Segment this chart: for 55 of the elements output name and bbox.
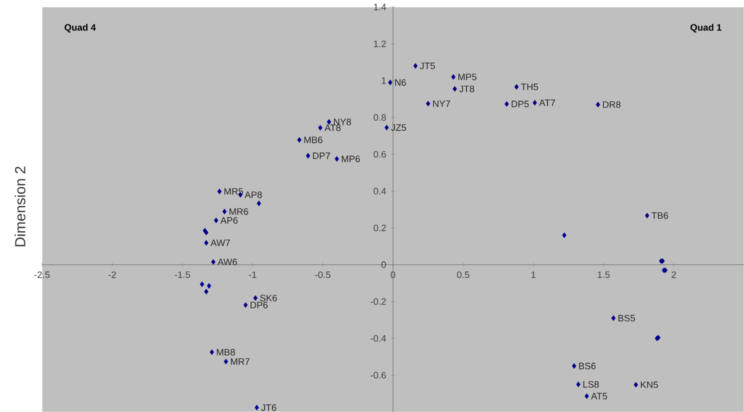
annotation: MP6 [342,156,360,162]
y-tick-label: 0.2 [374,224,386,232]
y-tick-label: -0.2 [370,298,386,305]
x-tick-label: 2 [672,271,676,278]
y-tick-label: -0.4 [370,335,386,342]
annotation: JZ5 [391,124,406,131]
annotation: BS6 [579,362,596,370]
x-tick-label: -1.5 [174,271,190,278]
x-tick-label: -1 [248,271,256,278]
annotation: NY8 [334,118,351,126]
y-tick-label: 1.2 [374,40,386,48]
annotation: BS5 [618,314,635,322]
x-tick-label: 0.5 [457,271,470,278]
x-tick-label: -2 [108,271,116,278]
annotation: AP6 [220,217,238,224]
annotation: MB6 [304,136,322,144]
x-tick-label: -0.5 [315,271,330,278]
x-tick-label: 0 [390,271,396,278]
annotation: KN5 [640,382,658,388]
annotation: JT6 [261,404,276,411]
annotation: SK6 [260,294,277,302]
y-tick-label: 0.4 [374,188,386,194]
annotation: JT8 [459,86,474,92]
annotation: DP5 [512,100,529,108]
annotation: TB6 [652,212,668,219]
y-tick-label: 0.8 [374,114,386,121]
annotation: AT5 [591,392,608,400]
y-tick-label: 1 [382,77,386,84]
y-tick-label: -0.6 [370,372,386,378]
annotation: AT8 [324,124,341,132]
annotation: MR7 [230,358,250,365]
annotation: DP7 [313,152,330,159]
annotation: DR8 [603,101,621,108]
annotation: MB8 [216,348,235,356]
y-tick-label: 0.6 [374,150,386,158]
annotation: LS8 [583,381,599,388]
x-tick-label: 1.5 [598,271,610,278]
annotation: MP5 [458,74,476,80]
annotation: MR5 [224,188,244,195]
annotation: MR6 [230,208,248,215]
annotation: AP8 [244,191,262,198]
y-tick-label: 1.4 [374,4,386,10]
annotation: AT7 [539,100,556,106]
annotation: Quad 1 [690,24,722,32]
x-tick-label: 1 [532,271,536,278]
annotation: Quad 4 [64,24,96,32]
annotation: DP6 [250,302,268,308]
annotation: AW6 [218,258,238,266]
annotation: N6 [395,79,406,86]
annotation: AW7 [210,240,230,246]
annotation: JT5 [420,62,435,70]
x-tick-label: -2.5 [34,271,50,278]
annotation: NY7 [433,100,450,107]
annotation: TH5 [521,84,538,90]
y-axis-title: Dimension 2 [14,166,26,246]
